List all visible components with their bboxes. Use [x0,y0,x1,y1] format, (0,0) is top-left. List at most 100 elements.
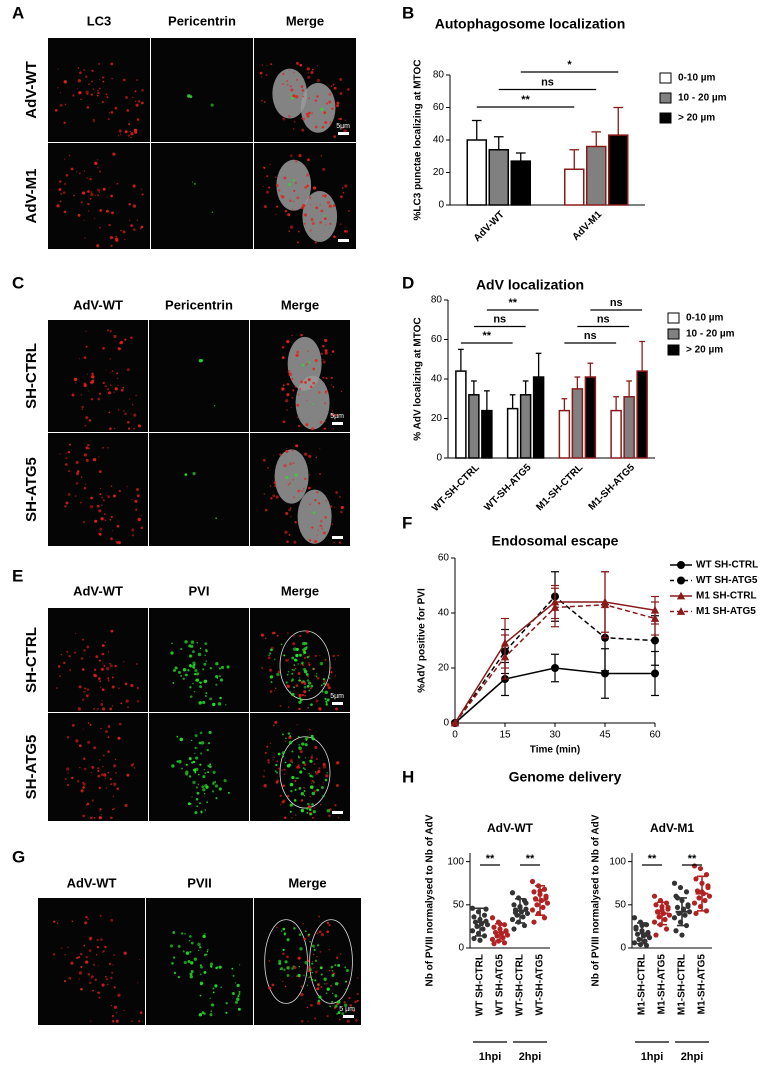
red-signal [341,126,344,129]
red-signal [273,454,275,456]
micrograph [48,143,150,249]
red-signal [306,1006,309,1009]
green-signal [199,994,202,997]
green-signal [211,211,214,213]
red-signal [109,707,113,711]
red-signal [343,1001,346,1004]
red-signal [120,388,124,392]
red-signal [75,460,79,465]
red-signal [132,404,134,406]
red-signal [117,134,120,137]
red-signal [96,159,99,161]
red-signal [106,196,108,198]
red-signal [307,976,310,979]
red-signal [314,1017,317,1020]
red-signal [307,72,309,74]
red-signal [116,787,119,790]
red-signal [332,83,335,86]
micrograph [48,608,148,712]
green-signal [314,959,318,963]
green-signal [292,965,295,968]
data-point [663,926,670,932]
data-point [601,669,609,678]
green-signal [205,692,208,695]
red-signal [124,412,127,416]
red-signal [308,486,311,490]
red-signal [126,368,130,372]
red-signal [105,978,108,981]
green-signal [192,780,196,785]
red-signal [306,184,309,188]
red-signal [90,496,93,500]
red-signal [70,167,74,171]
red-signal [340,510,343,514]
red-signal [82,728,84,730]
green-signal [202,667,204,670]
legend-label: WT SH-CTRL [696,560,758,571]
red-signal [77,79,81,83]
data-point [543,895,549,901]
green-signal [286,966,290,970]
green-signal [313,946,315,949]
red-signal [333,386,335,388]
data-point [550,603,560,611]
red-signal [113,1005,117,1009]
green-signal [189,950,192,953]
red-signal [65,452,67,454]
green-signal [191,739,193,742]
red-signal [87,190,90,193]
red-signal [102,446,104,449]
green-signal [212,987,215,990]
red-signal [130,132,134,136]
red-signal [117,736,121,740]
red-signal [261,64,264,66]
red-signal [318,767,321,770]
red-signal [307,805,311,809]
red-signal [83,453,87,457]
red-signal [135,662,138,665]
red-signal [85,694,89,698]
red-signal [355,1019,358,1022]
green-signal [295,647,299,651]
legend-marker [676,591,686,600]
green-signal [192,760,196,764]
red-signal [332,654,335,658]
data-point [491,941,497,947]
red-signal [77,67,80,69]
red-signal [284,209,288,213]
row-label: SH-ATG5 [23,735,40,800]
red-signal [84,687,87,690]
red-signal [103,773,107,777]
red-signal [277,670,281,674]
red-signal [316,534,318,536]
green-signal [218,787,222,791]
red-signal [113,334,117,339]
red-signal [279,704,282,707]
red-signal [106,96,109,99]
red-signal [296,416,299,419]
green-signal [204,933,206,935]
red-signal [91,80,93,83]
red-signal [93,707,95,710]
y-axis-label: Nb of PVIII normalysed to Nb of AdV [591,814,602,986]
green-signal [293,658,297,662]
y-tick-label: 20 [431,413,443,424]
red-signal [325,377,328,380]
bar [532,376,545,459]
green-signal [171,764,175,768]
red-signal [130,136,132,139]
red-signal [82,781,85,784]
green-signal [216,677,219,679]
green-signal [309,812,312,816]
green-signal [226,665,230,669]
red-signal [320,155,323,157]
red-signal [71,920,74,923]
red-signal [99,209,103,212]
green-signal [308,808,312,811]
red-signal [318,930,322,934]
green-signal [345,980,348,983]
green-signal [269,652,272,655]
micrograph [48,713,148,821]
green-signal [234,982,236,984]
red-signal [303,787,305,789]
